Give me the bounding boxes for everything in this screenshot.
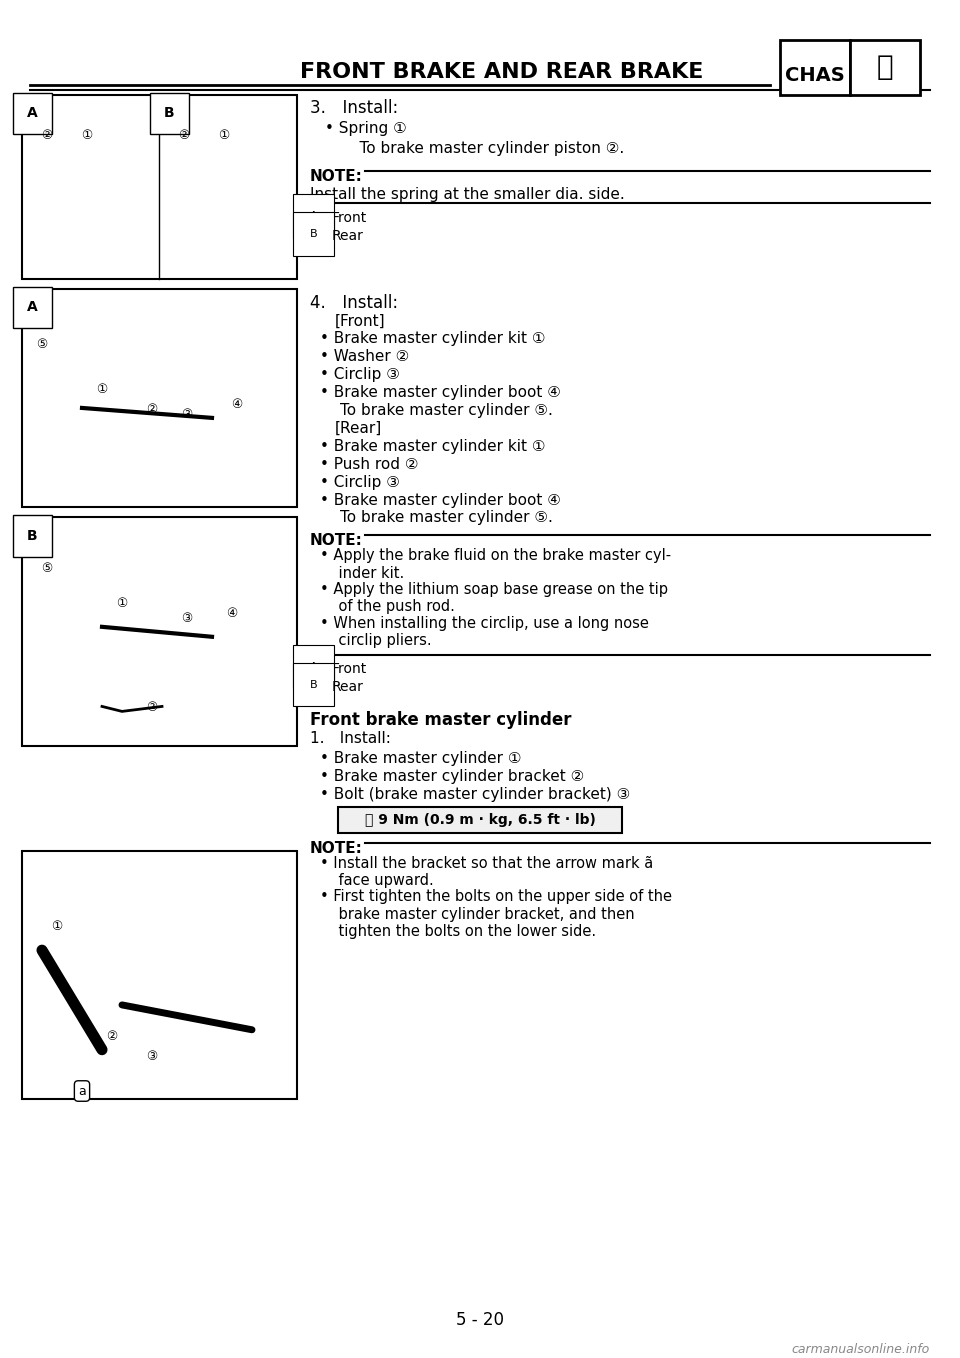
Text: Α: Α: [310, 210, 318, 221]
Text: ③: ③: [181, 407, 193, 421]
Text: To brake master cylinder ⑤.: To brake master cylinder ⑤.: [340, 511, 553, 526]
Bar: [22, 95, 297, 278]
Text: ①: ①: [52, 921, 62, 933]
Text: [Front]: [Front]: [335, 314, 386, 329]
Text: a: a: [78, 1085, 85, 1097]
Polygon shape: [82, 960, 212, 1010]
Text: ①: ①: [116, 598, 128, 610]
Text: • Circlip ③: • Circlip ③: [320, 367, 400, 382]
Bar: [30, 189, 80, 219]
Text: B: B: [105, 710, 113, 724]
Text: ④: ④: [231, 398, 243, 411]
Text: NOTE:: NOTE:: [310, 170, 363, 185]
Text: ⑤: ⑤: [36, 338, 48, 352]
Text: Install the spring at the smaller dia. side.: Install the spring at the smaller dia. s…: [310, 187, 625, 202]
Text: • Spring ①: • Spring ①: [325, 121, 407, 136]
Text: • Brake master cylinder bracket ②: • Brake master cylinder bracket ②: [320, 769, 585, 784]
Text: • Install the bracket so that the arrow mark ã
    face upward.: • Install the bracket so that the arrow …: [320, 856, 653, 888]
FancyBboxPatch shape: [338, 807, 622, 832]
Circle shape: [209, 623, 225, 640]
Text: • Brake master cylinder kit ①: • Brake master cylinder kit ①: [320, 439, 545, 454]
Text: Α: Α: [310, 661, 318, 672]
Text: ④: ④: [227, 607, 238, 621]
Text: ②: ②: [146, 403, 157, 416]
Text: CHAS: CHAS: [785, 65, 845, 84]
Circle shape: [246, 623, 262, 640]
Text: • Brake master cylinder boot ④: • Brake master cylinder boot ④: [320, 493, 561, 508]
Circle shape: [209, 410, 225, 426]
Text: To brake master cylinder piston ②.: To brake master cylinder piston ②.: [340, 141, 624, 156]
Text: ①: ①: [82, 129, 92, 143]
Circle shape: [267, 407, 287, 428]
Text: 1. Install:: 1. Install:: [310, 732, 391, 747]
Text: Front: Front: [332, 210, 368, 225]
Text: • Bolt (brake master cylinder bracket) ③: • Bolt (brake master cylinder bracket) ③: [320, 788, 631, 803]
Polygon shape: [30, 359, 82, 448]
Text: ①: ①: [218, 129, 229, 143]
Text: NOTE:: NOTE:: [310, 534, 363, 549]
Circle shape: [232, 627, 242, 637]
Text: • Apply the lithium soap base grease on the tip
    of the push rod.: • Apply the lithium soap base grease on …: [320, 583, 668, 614]
Text: NOTE:: NOTE:: [310, 841, 363, 856]
Text: ②: ②: [107, 1029, 118, 1043]
Text: 4. Install:: 4. Install:: [310, 293, 398, 311]
Text: 3. Install:: 3. Install:: [310, 99, 398, 118]
Bar: [97, 709, 122, 727]
Text: Β: Β: [310, 230, 318, 239]
Bar: [850, 39, 920, 95]
Text: • When installing the circlip, use a long nose
    circlip pliers.: • When installing the circlip, use a lon…: [320, 617, 649, 648]
Text: Rear: Rear: [332, 230, 364, 243]
Text: ①: ①: [96, 383, 108, 397]
Text: • Brake master cylinder kit ①: • Brake master cylinder kit ①: [320, 331, 545, 346]
Circle shape: [246, 410, 262, 426]
Text: 5 - 20: 5 - 20: [456, 1312, 504, 1329]
Text: ⑤: ⑤: [41, 562, 53, 576]
Text: • Push rod ②: • Push rod ②: [320, 456, 419, 471]
Text: • Washer ②: • Washer ②: [320, 349, 409, 364]
Text: 🏍: 🏍: [876, 53, 894, 81]
Text: A: A: [27, 106, 37, 121]
Text: Rear: Rear: [332, 679, 364, 694]
Text: • Apply the brake fluid on the brake master cyl-
    inder kit.: • Apply the brake fluid on the brake mas…: [320, 549, 671, 581]
Bar: [22, 288, 297, 508]
Text: B: B: [164, 106, 175, 121]
Text: ②: ②: [179, 129, 190, 143]
Text: ②: ②: [41, 129, 53, 143]
Text: ③: ③: [146, 1050, 157, 1063]
Text: ③: ③: [181, 612, 193, 625]
Text: [Rear]: [Rear]: [335, 421, 382, 436]
Text: • Brake master cylinder boot ④: • Brake master cylinder boot ④: [320, 386, 561, 401]
Text: B: B: [27, 530, 37, 543]
Text: ②: ②: [146, 702, 157, 714]
Polygon shape: [30, 587, 102, 657]
Text: • First tighten the bolts on the upper side of the
    brake master cylinder bra: • First tighten the bolts on the upper s…: [320, 889, 672, 940]
Bar: [22, 850, 297, 1100]
Text: Front: Front: [332, 661, 368, 676]
Text: ⍂ 9 Nm (0.9 m · kg, 6.5 ft · lb): ⍂ 9 Nm (0.9 m · kg, 6.5 ft · lb): [365, 813, 595, 827]
Text: FRONT BRAKE AND REAR BRAKE: FRONT BRAKE AND REAR BRAKE: [300, 61, 704, 81]
Text: • Circlip ③: • Circlip ③: [320, 474, 400, 490]
Text: A: A: [27, 300, 37, 315]
Bar: [780, 39, 850, 95]
Text: To brake master cylinder ⑤.: To brake master cylinder ⑤.: [340, 403, 553, 418]
Circle shape: [232, 413, 242, 422]
Bar: [22, 517, 297, 747]
Text: carmanualsonline.info: carmanualsonline.info: [792, 1343, 930, 1357]
Text: Β: Β: [310, 679, 318, 690]
Text: Front brake master cylinder: Front brake master cylinder: [310, 712, 571, 729]
Bar: [167, 189, 202, 219]
Text: • Brake master cylinder ①: • Brake master cylinder ①: [320, 751, 521, 766]
